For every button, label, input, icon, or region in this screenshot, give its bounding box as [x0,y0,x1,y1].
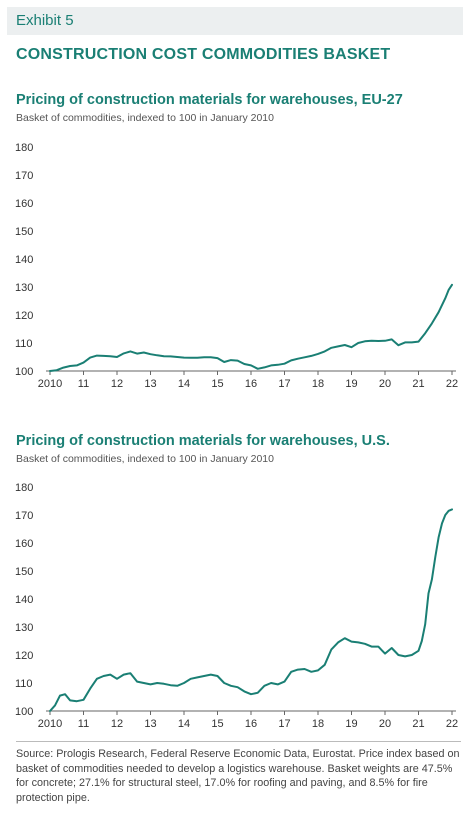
x-tick-label: 12 [111,378,123,390]
main-title: CONSTRUCTION COST COMMODITIES BASKET [16,46,391,63]
chart-2-subtitle: Basket of commodities, indexed to 100 in… [16,453,274,465]
y-tick-label: 180 [15,482,33,494]
x-tick-label: 17 [278,718,290,730]
y-tick-label: 170 [15,170,33,182]
exhibit-label: Exhibit 5 [16,12,74,29]
x-tick-label: 13 [144,378,156,390]
x-tick-label: 20 [379,718,391,730]
exhibit-header: Exhibit 5 [7,7,463,35]
x-tick-label: 21 [412,378,424,390]
x-tick-label: 17 [278,378,290,390]
x-tick-label: 12 [111,718,123,730]
x-tick-label: 11 [78,378,89,390]
y-tick-label: 100 [15,706,33,718]
x-tick-label: 15 [211,718,223,730]
x-tick-label: 21 [412,718,424,730]
x-tick-label: 2010 [38,378,62,390]
x-tick-label: 11 [78,718,89,730]
x-tick-label: 14 [178,378,190,390]
y-tick-label: 120 [15,650,33,662]
x-tick-label: 14 [178,718,190,730]
y-tick-label: 170 [15,510,33,522]
x-tick-label: 19 [345,378,357,390]
chart-1-subtitle: Basket of commodities, indexed to 100 in… [16,112,274,124]
x-tick-label: 19 [345,718,357,730]
y-tick-label: 160 [15,198,33,210]
y-tick-label: 120 [15,310,33,322]
x-tick-label: 22 [446,378,458,390]
y-tick-label: 150 [15,226,33,238]
y-tick-label: 130 [15,622,33,634]
x-tick-label: 13 [144,718,156,730]
x-tick-label: 18 [312,718,324,730]
x-tick-label: 20 [379,378,391,390]
y-tick-label: 140 [15,594,33,606]
y-tick-label: 180 [15,142,33,154]
x-tick-label: 15 [211,378,223,390]
y-tick-label: 160 [15,538,33,550]
x-tick-label: 16 [245,718,257,730]
y-tick-label: 140 [15,254,33,266]
series-line [49,283,453,372]
x-tick-label: 22 [446,718,458,730]
series-line [49,508,453,712]
chart-1-title: Pricing of construction materials for wa… [16,92,403,108]
chart-2-us: 100 110 120 130 140 150 160 170 180 2010 11 12 13 14 1… [15,482,458,730]
source-divider [16,741,461,742]
y-tick-label: 110 [15,338,33,350]
x-tick-label: 18 [312,378,324,390]
chart-2-title: Pricing of construction materials for wa… [16,433,390,449]
y-tick-label: 100 [15,366,33,378]
source-note: Source: Prologis Research, Federal Reser… [16,748,460,804]
y-tick-label: 150 [15,566,33,578]
x-tick-label: 2010 [38,718,62,730]
y-tick-label: 110 [15,678,33,690]
chart-1-eu27: 100 110 120 130 140 150 160 170 180 2010 11 12 13 14 1… [15,142,458,390]
x-tick-label: 16 [245,378,257,390]
y-tick-label: 130 [15,282,33,294]
